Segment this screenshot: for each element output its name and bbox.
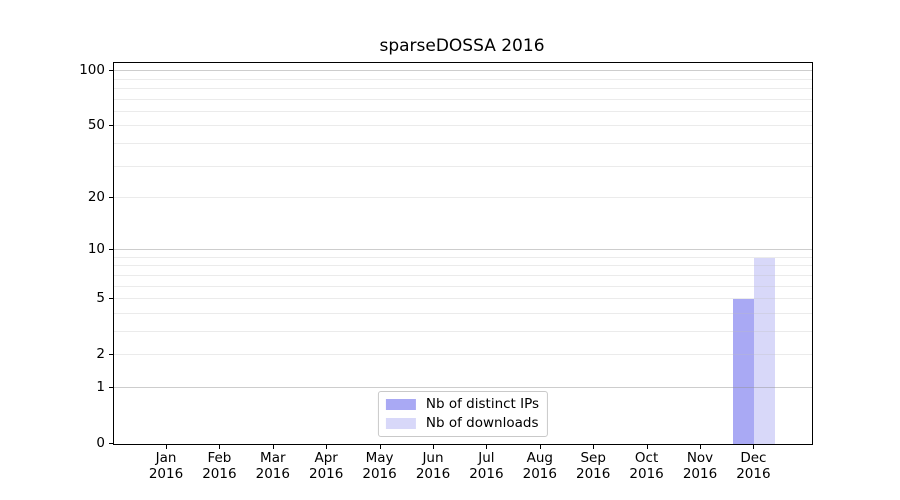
- gridline-minor-4: [114, 312, 812, 314]
- gridline-major-100: [114, 70, 812, 72]
- x-tick-oct: [646, 445, 648, 449]
- chart-title: sparseDOSSA 2016: [379, 36, 545, 56]
- gridline-minor-60: [114, 110, 812, 112]
- x-tick-may: [379, 445, 381, 449]
- y-axis-tick-label: 2: [96, 346, 105, 363]
- gridline-minor-70: [114, 98, 812, 100]
- gridline-minor-3: [114, 331, 812, 332]
- y-tick-50: [109, 125, 113, 127]
- x-axis-tick-label: Dec 2016: [736, 450, 771, 482]
- x-tick-dec: [753, 445, 755, 449]
- x-axis-tick-label: Feb 2016: [202, 450, 237, 482]
- y-tick-5: [109, 298, 113, 300]
- legend-label-distinct-ips: Nb of distinct IPs: [425, 396, 540, 412]
- legend-label-downloads: Nb of downloads: [425, 415, 539, 431]
- y-tick-10: [109, 249, 113, 251]
- legend: Nb of distinct IPs Nb of downloads: [377, 391, 549, 437]
- gridline-minor-90: [114, 78, 812, 80]
- x-axis-tick-label: Oct 2016: [629, 450, 664, 482]
- x-axis-tick-label: Mar 2016: [255, 450, 290, 482]
- legend-swatch-downloads: [385, 418, 416, 429]
- x-axis-tick-label: Sep 2016: [576, 450, 611, 482]
- legend-item-downloads: Nb of downloads: [385, 415, 539, 431]
- y-axis-tick-label: 50: [87, 117, 105, 134]
- x-tick-aug: [539, 445, 541, 449]
- y-axis-tick-label: 10: [87, 241, 105, 258]
- y-axis-tick-label: 100: [79, 62, 105, 79]
- gridline-major-10: [114, 249, 812, 251]
- y-tick-100: [109, 70, 113, 72]
- gridline-minor-40: [114, 142, 812, 144]
- x-tick-mar: [272, 445, 274, 449]
- y-tick-20: [109, 197, 113, 198]
- gridline-minor-6: [114, 285, 812, 287]
- gridline-minor-9: [114, 256, 812, 258]
- x-axis-tick-label: Apr 2016: [309, 450, 344, 482]
- y-axis-tick-label: 1: [96, 379, 105, 395]
- gridline-minor-80: [114, 87, 812, 89]
- y-axis-tick-label: 0: [96, 435, 105, 451]
- gridline-minor-50: [114, 125, 812, 127]
- gridline-minor-5: [114, 298, 812, 300]
- y-tick-1: [109, 387, 113, 388]
- x-axis-tick-label: May 2016: [362, 450, 397, 482]
- gridline-minor-30: [114, 165, 812, 167]
- y-tick-2: [109, 354, 113, 356]
- y-tick-0: [109, 443, 113, 444]
- gridline-minor-2: [114, 354, 812, 356]
- x-tick-jan: [166, 445, 167, 449]
- x-tick-sep: [593, 445, 595, 449]
- legend-item-distinct-ips: Nb of distinct IPs: [385, 396, 540, 412]
- x-axis-tick-label: Jan 2016: [148, 450, 184, 482]
- gridline-major-1: [114, 387, 812, 388]
- x-axis-tick-label: Jun 2016: [415, 450, 451, 482]
- x-axis-tick-label: Jul 2016: [469, 450, 504, 482]
- x-axis-tick-label: Aug 2016: [522, 450, 557, 482]
- gridline-minor-8: [114, 265, 812, 267]
- gridline-minor-7: [114, 275, 812, 276]
- x-tick-feb: [219, 445, 221, 449]
- x-tick-jul: [486, 445, 488, 449]
- plot-area: Nb of distinct IPs Nb of downloads: [113, 62, 813, 445]
- x-tick-jun: [433, 445, 434, 449]
- legend-swatch-distinct-ips: [385, 399, 416, 410]
- gridline-minor-20: [114, 197, 812, 198]
- x-axis-tick-label: Nov 2016: [682, 450, 718, 482]
- x-tick-nov: [700, 445, 701, 449]
- bar-distinct-ips-dec: [733, 299, 755, 444]
- bar-downloads-dec: [754, 257, 776, 444]
- x-tick-apr: [326, 445, 328, 449]
- y-axis-tick-label: 20: [87, 189, 105, 205]
- y-axis-tick-label: 5: [96, 290, 105, 307]
